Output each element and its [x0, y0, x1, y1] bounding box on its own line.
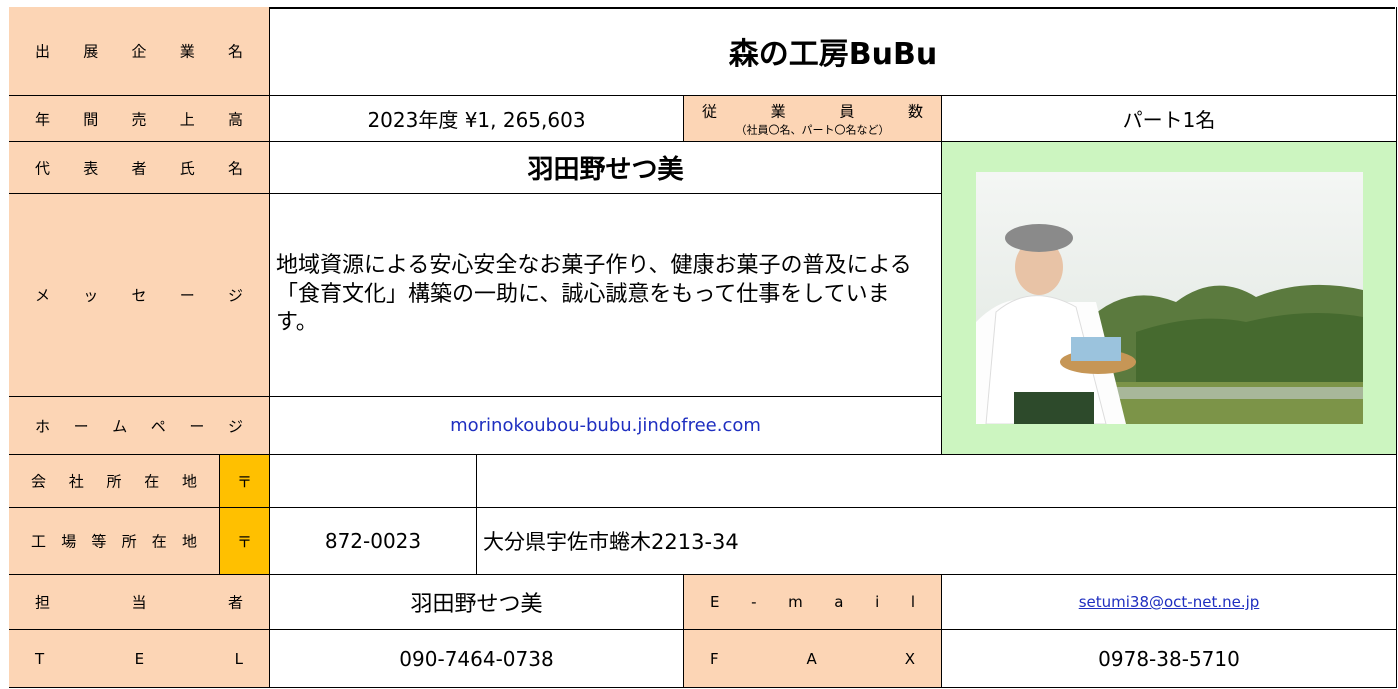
- label: 担 当 者: [35, 593, 243, 612]
- label-cell: 代 表 者 氏 名: [9, 142, 270, 194]
- employee-label: 従 業 員 数: [702, 102, 923, 120]
- fax-value: 0978-38-5710: [942, 630, 1397, 688]
- email-link[interactable]: setumi38@oct-net.ne.jp: [942, 575, 1397, 630]
- label: T E L: [35, 649, 243, 668]
- homepage-link[interactable]: morinokoubou-bubu.jindofree.com: [270, 397, 942, 455]
- sales-value: 2023年度 ¥1, 265,603: [270, 96, 684, 142]
- label: ホ ー ム ペ ー ジ: [35, 417, 243, 435]
- tel-value: 090-7464-0738: [270, 630, 684, 688]
- label-cell: F A X: [684, 630, 942, 688]
- label-cell: メ ッ セ ー ジ: [9, 194, 270, 397]
- address: [477, 455, 1397, 508]
- label: メ ッ セ ー ジ: [35, 286, 243, 305]
- photo: [975, 172, 1363, 424]
- representative-name: 羽田野せつ美: [270, 142, 942, 194]
- label: 年 間 売 上 高: [35, 110, 243, 128]
- message-text: 地域資源による安心安全なお菓子作り、健康お菓子の普及による「食育文化」構築の一助…: [270, 194, 942, 397]
- label-cell: 年 間 売 上 高: [9, 96, 270, 142]
- profile-sheet: 出 展 企 業 名 森の工房BuBu 年 間 売 上 高 2023年度 ¥1, …: [9, 7, 1397, 688]
- label: 従 業 員 数 （社員〇名、パート〇名など）: [702, 100, 923, 137]
- postal-code: 872-0023: [270, 508, 477, 575]
- label-cell: E - m a i l: [684, 575, 942, 630]
- label: 代 表 者 氏 名: [35, 159, 243, 177]
- label-cell: 工 場 等 所 在 地: [9, 508, 220, 575]
- label-cell: T E L: [9, 630, 270, 688]
- postal-code: [270, 455, 477, 508]
- postal-mark: 〒: [220, 455, 270, 508]
- company-name: 森の工房BuBu: [270, 7, 1397, 96]
- label: 会 社 所 在 地: [31, 472, 197, 491]
- label: 工 場 等 所 在 地: [31, 532, 197, 551]
- label: E - m a i l: [710, 593, 915, 611]
- postal-mark: 〒: [220, 508, 270, 575]
- label-cell: 出 展 企 業 名: [9, 7, 270, 96]
- label: F A X: [710, 649, 915, 668]
- contact-name: 羽田野せつ美: [270, 575, 684, 630]
- label-cell: 従 業 員 数 （社員〇名、パート〇名など）: [684, 96, 942, 142]
- label-cell: 会 社 所 在 地: [9, 455, 220, 508]
- label: 出 展 企 業 名: [35, 42, 243, 61]
- label-cell: 担 当 者: [9, 575, 270, 630]
- employee-value: パート1名: [942, 96, 1397, 142]
- label-cell: ホ ー ム ペ ー ジ: [9, 397, 270, 455]
- employee-note: （社員〇名、パート〇名など）: [735, 123, 890, 136]
- photo-cell: [942, 142, 1397, 455]
- address: 大分県宇佐市蜷木2213-34: [477, 508, 1397, 575]
